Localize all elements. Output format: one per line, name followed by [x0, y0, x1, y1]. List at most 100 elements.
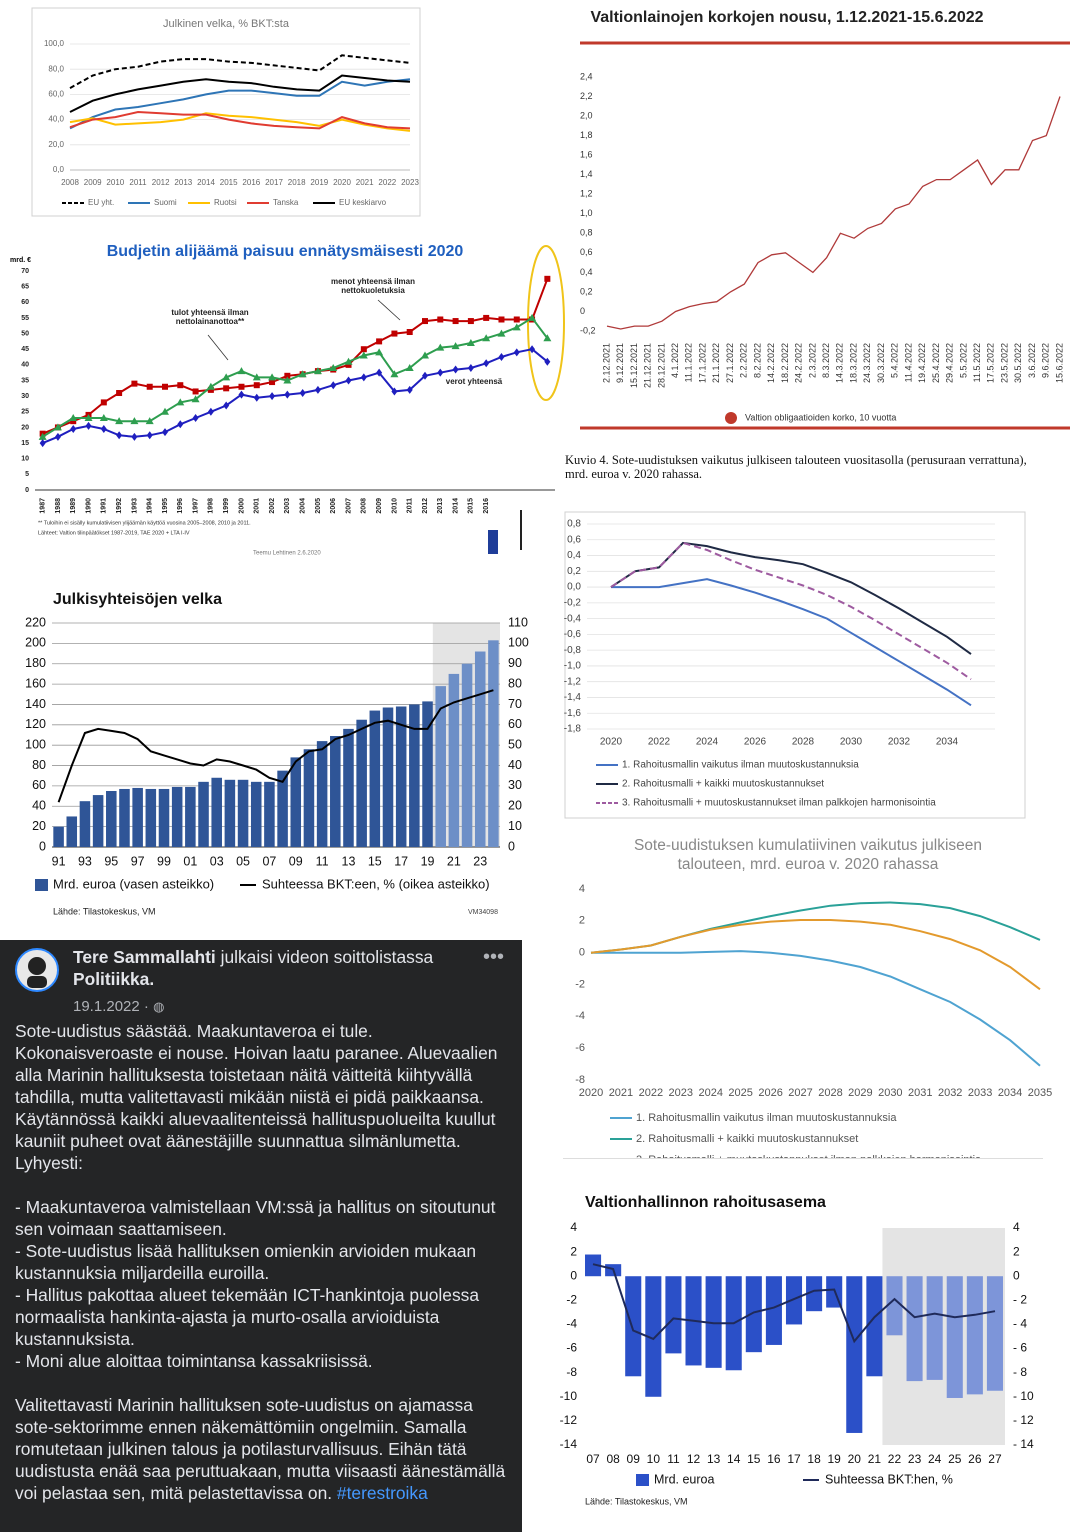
chart-frame: [31, 7, 421, 217]
bar: [106, 791, 117, 847]
marker: [344, 357, 353, 365]
bar: [488, 640, 499, 847]
marker: [177, 382, 184, 389]
bar: [303, 749, 315, 847]
x-tick-label: 20: [848, 1452, 862, 1466]
x-tick-label: 2032: [888, 737, 911, 748]
y2-tick-label: - 12: [1013, 1413, 1034, 1427]
x-tick-label: 03: [210, 854, 224, 868]
legend-label: 1. Rahoitusmallin vaikutus ilman muutosk…: [636, 1112, 897, 1124]
x-tick-label: 9.6.2022: [1041, 343, 1051, 378]
line: [590, 901, 1041, 954]
x-tick-label: 1995: [162, 498, 169, 514]
x-tick-label: 2023: [669, 1087, 693, 1099]
x-tick-label: 1988: [55, 498, 62, 514]
bar: [290, 757, 302, 847]
x-tick-label: 13: [342, 854, 356, 868]
legend-label: 2. Rahoitusmalli + kaikki muutoskustannu…: [622, 779, 824, 790]
y-tick-label: -0,2: [580, 325, 596, 335]
y2-tick-label: 20: [508, 799, 522, 813]
x-tick-label: 24: [928, 1452, 942, 1466]
author[interactable]: Tere Sammallahti: [73, 947, 216, 967]
x-tick-label: 2026: [758, 1087, 782, 1099]
x-tick-label: 2027: [788, 1087, 812, 1099]
bar: [886, 1276, 903, 1336]
more-menu[interactable]: •••: [483, 946, 505, 968]
playlist[interactable]: Politiikka.: [73, 969, 155, 989]
y-tick-label: -12: [560, 1413, 578, 1427]
paragraph: Sote-uudistus säästää. Maakuntaveroa ei …: [15, 1021, 498, 1173]
x-tick-label: 21.12.2021: [643, 343, 653, 388]
y2-tick-label: - 2: [1013, 1293, 1027, 1307]
y-tick-label: 120: [25, 717, 46, 731]
bar: [409, 704, 420, 847]
marker: [223, 401, 230, 410]
marker: [146, 431, 153, 440]
bar: [986, 1276, 1003, 1391]
caption: Kuvio 4. Sote-uudistuksen vaikutus julki…: [565, 453, 1027, 481]
bar: [785, 1276, 803, 1325]
source: Lähde: Tilastokeskus, VM: [585, 1496, 688, 1506]
y-tick-label: 160: [25, 676, 46, 690]
y-tick-label: -8: [575, 1074, 585, 1086]
x-tick-label: 2032: [938, 1087, 962, 1099]
bar: [645, 1276, 662, 1397]
marker: [482, 334, 491, 342]
y-tick-label: -1,4: [564, 692, 582, 703]
marker: [253, 393, 260, 402]
marker: [70, 424, 77, 433]
x-tick-label: 18.3.2022: [848, 343, 858, 383]
x-tick-label: 11: [667, 1452, 680, 1466]
marker: [39, 439, 46, 448]
point: - Hallitus pakottaa alueet tekemään ICT-…: [15, 1285, 480, 1349]
x-tick-label: 2.3.2022: [807, 343, 817, 378]
line: [606, 96, 1061, 330]
bar: [906, 1276, 923, 1382]
marker: [115, 417, 124, 425]
x-tick-label: 2023: [401, 178, 419, 187]
point: - Sote-uudistus lisää hallituksen omienk…: [15, 1241, 477, 1283]
hashtag[interactable]: #terestroika: [336, 1483, 428, 1503]
divider: [563, 1158, 1043, 1159]
x-tick-label: 2022: [639, 1087, 663, 1099]
y-tick-label: 2: [570, 1244, 577, 1258]
line: [591, 950, 1041, 1067]
legend-label: Mrd. euroa (vasen asteikko): [53, 876, 214, 891]
x-tick-label: 1999: [223, 498, 230, 514]
x-tick-label: 2024: [698, 1087, 722, 1099]
marker: [314, 385, 321, 394]
x-tick-label: 1997: [192, 498, 199, 514]
arrow: [377, 299, 401, 321]
divider: [520, 510, 522, 550]
marker: [116, 431, 123, 440]
legend-label: Suomi: [154, 198, 177, 207]
y-tick-label: -8: [566, 1365, 577, 1379]
bar: [53, 826, 64, 847]
y-tick-label: 180: [25, 656, 46, 670]
date[interactable]: 19.1.2022 ·: [73, 998, 149, 1015]
x-tick-label: 2031: [908, 1087, 932, 1099]
bar: [461, 663, 473, 847]
marker: [284, 372, 291, 379]
y-tick-label: 1,4: [580, 169, 593, 179]
marker: [498, 316, 505, 323]
marker: [422, 371, 428, 380]
y-tick-label: 20: [32, 819, 46, 833]
y2-tick-label: 10: [508, 819, 522, 833]
x-tick-label: 25.4.2022: [931, 343, 941, 383]
x-tick-label: 2029: [848, 1087, 872, 1099]
legend-label: 2. Rahoitusmalli + kaikki muutoskustannu…: [636, 1133, 858, 1145]
x-tick-label: 15: [368, 854, 382, 868]
marker: [345, 376, 352, 385]
y2-tick-label: 0: [1013, 1268, 1020, 1282]
bar: [665, 1276, 682, 1354]
x-tick-label: 25: [948, 1452, 962, 1466]
avatar[interactable]: [15, 948, 59, 992]
y-tick-label: 2,0: [580, 110, 593, 120]
y2-tick-label: 0: [508, 839, 515, 853]
bar: [185, 786, 196, 847]
x-tick-label: 2021: [609, 1087, 633, 1099]
x-tick-label: 1987: [39, 498, 46, 514]
x-tick-label: 01: [183, 854, 197, 868]
marker: [146, 383, 153, 390]
